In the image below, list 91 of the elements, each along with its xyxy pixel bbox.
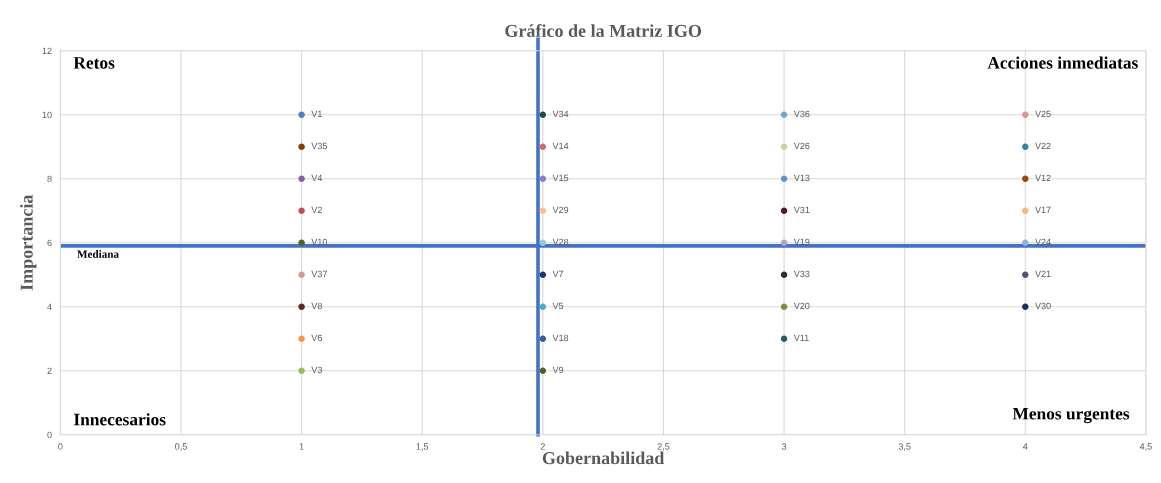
point <box>780 335 788 342</box>
point <box>780 111 788 118</box>
x-tick-label: 3,5 <box>898 443 911 451</box>
series-label: V34 <box>552 110 569 118</box>
x-tick-label: 4 <box>1022 443 1028 450</box>
point <box>1022 303 1029 310</box>
x-tick-label: 3 <box>781 443 787 450</box>
series-label: V13 <box>793 174 810 182</box>
point <box>539 367 547 374</box>
x-tick-label: 1 <box>299 443 304 450</box>
series-label: V24 <box>1035 238 1051 246</box>
y-tick-label: 0 <box>47 431 52 439</box>
point <box>780 239 788 246</box>
series-label: V33 <box>793 270 810 278</box>
series-label: V30 <box>1035 302 1051 310</box>
series-label: V2 <box>311 206 322 214</box>
point <box>298 207 305 214</box>
point <box>1022 175 1029 182</box>
point <box>539 239 547 246</box>
series-label: V25 <box>1035 110 1051 118</box>
series-label: V36 <box>793 110 810 118</box>
series-label: V6 <box>311 334 322 342</box>
series-label: V9 <box>552 366 564 374</box>
point <box>780 175 788 182</box>
x-tick-label: 1,5 <box>416 443 429 451</box>
y-tick-label: 4 <box>47 303 52 310</box>
point <box>298 335 305 342</box>
series-label: V29 <box>552 206 569 214</box>
series-label: V14 <box>552 142 569 150</box>
annotation: Retos <box>73 57 115 69</box>
point <box>539 303 547 310</box>
x-axis-title: Gobernabilidad <box>542 451 665 465</box>
y-axis-title: Importancia <box>20 194 37 291</box>
x-tick-label: 4,5 <box>1139 443 1152 451</box>
point <box>298 239 305 246</box>
series-label: V4 <box>311 174 323 182</box>
x-tick-label: 2 <box>540 443 545 450</box>
series-label: V21 <box>1035 270 1051 278</box>
series-label: V10 <box>311 238 328 246</box>
ref-line-label: Mediana <box>77 250 119 258</box>
y-tick-label: 12 <box>42 47 52 54</box>
point <box>298 175 305 182</box>
series-label: V11 <box>793 334 809 342</box>
series-label: V1 <box>311 110 322 118</box>
series-label: V37 <box>311 270 327 278</box>
annotation: Menos urgentes <box>1012 407 1130 424</box>
point <box>298 303 305 310</box>
series-label: V17 <box>1035 206 1051 214</box>
point <box>539 335 547 342</box>
annotation: Acciones inmediatas <box>987 56 1138 69</box>
x-tick-label: 2,5 <box>657 443 670 451</box>
series-label: V15 <box>552 174 569 182</box>
point <box>1022 111 1029 118</box>
point <box>298 143 305 150</box>
y-tick-label: 2 <box>47 367 52 374</box>
series-label: V22 <box>1035 142 1051 150</box>
point <box>780 207 788 214</box>
annotation: Innecesarios <box>73 413 166 426</box>
point <box>298 271 305 278</box>
y-tick-label: 6 <box>47 239 52 247</box>
point <box>539 143 547 150</box>
point <box>780 143 788 150</box>
series-label: V35 <box>311 142 328 150</box>
series-label: V7 <box>552 270 564 278</box>
series-label: V18 <box>552 334 569 342</box>
series-label: V12 <box>1035 174 1051 182</box>
series-label: V20 <box>793 302 810 310</box>
series-label: V19 <box>793 238 810 246</box>
series-label: V28 <box>552 238 569 246</box>
series-label: V5 <box>552 302 564 310</box>
point <box>539 175 547 182</box>
series-label: V26 <box>793 142 810 150</box>
y-tick-label: 10 <box>42 111 52 119</box>
point <box>1022 207 1029 214</box>
point <box>780 303 788 310</box>
point <box>539 207 547 214</box>
point <box>298 367 305 374</box>
chart-title: Gráfico de la Matriz IGO <box>505 24 702 37</box>
x-tick-label: 0 <box>58 443 63 450</box>
point <box>780 271 788 278</box>
point <box>1022 239 1029 246</box>
point <box>539 111 547 118</box>
series-label: V31 <box>793 206 810 214</box>
series-label: V8 <box>311 302 322 310</box>
point <box>1022 271 1029 278</box>
y-tick-label: 8 <box>47 175 52 183</box>
series-label: V3 <box>311 366 322 374</box>
x-tick-label: 0,5 <box>175 443 187 451</box>
point <box>1022 143 1029 150</box>
point <box>298 111 305 118</box>
point <box>539 271 547 278</box>
